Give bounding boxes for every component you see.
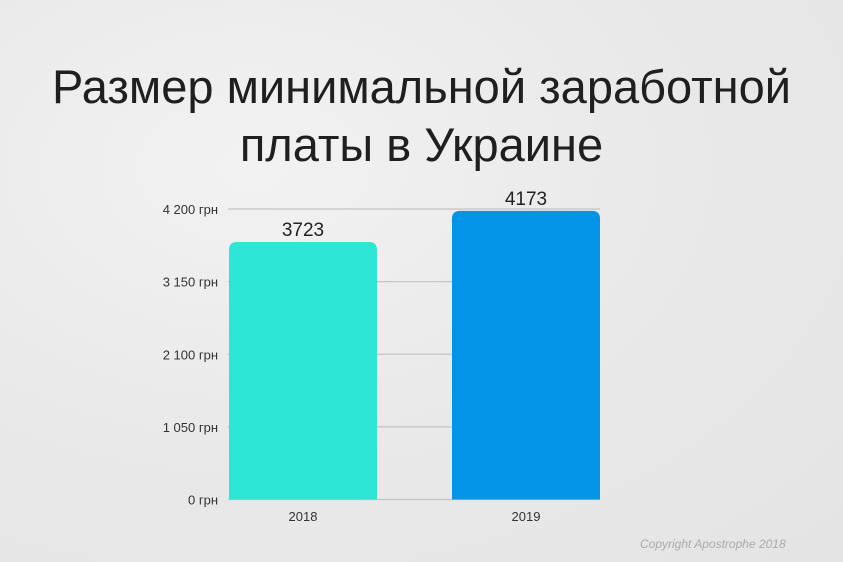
data-label: 4173 [505, 189, 547, 210]
y-tick-label: 2 100 грн [163, 347, 218, 362]
y-tick-label: 3 150 грн [163, 275, 218, 290]
title-line-2: платы в Украине [239, 118, 604, 171]
y-tick-label: 1 050 грн [163, 420, 218, 435]
data-label: 3723 [282, 220, 324, 241]
chart-title: Размер минимальной заработной платы в Ук… [0, 58, 843, 174]
y-tick-label: 4 200 грн [163, 202, 218, 217]
copyright-text: Copyright Apostrophe 2018 [640, 537, 786, 551]
bar-2019 [452, 210, 600, 500]
bar-2018 [229, 241, 377, 500]
x-tick-label: 2019 [512, 509, 541, 524]
x-tick-label: 2018 [289, 509, 318, 524]
title-line-1: Размер минимальной заработной [51, 60, 791, 113]
y-tick-label: 0 грн [188, 493, 218, 508]
